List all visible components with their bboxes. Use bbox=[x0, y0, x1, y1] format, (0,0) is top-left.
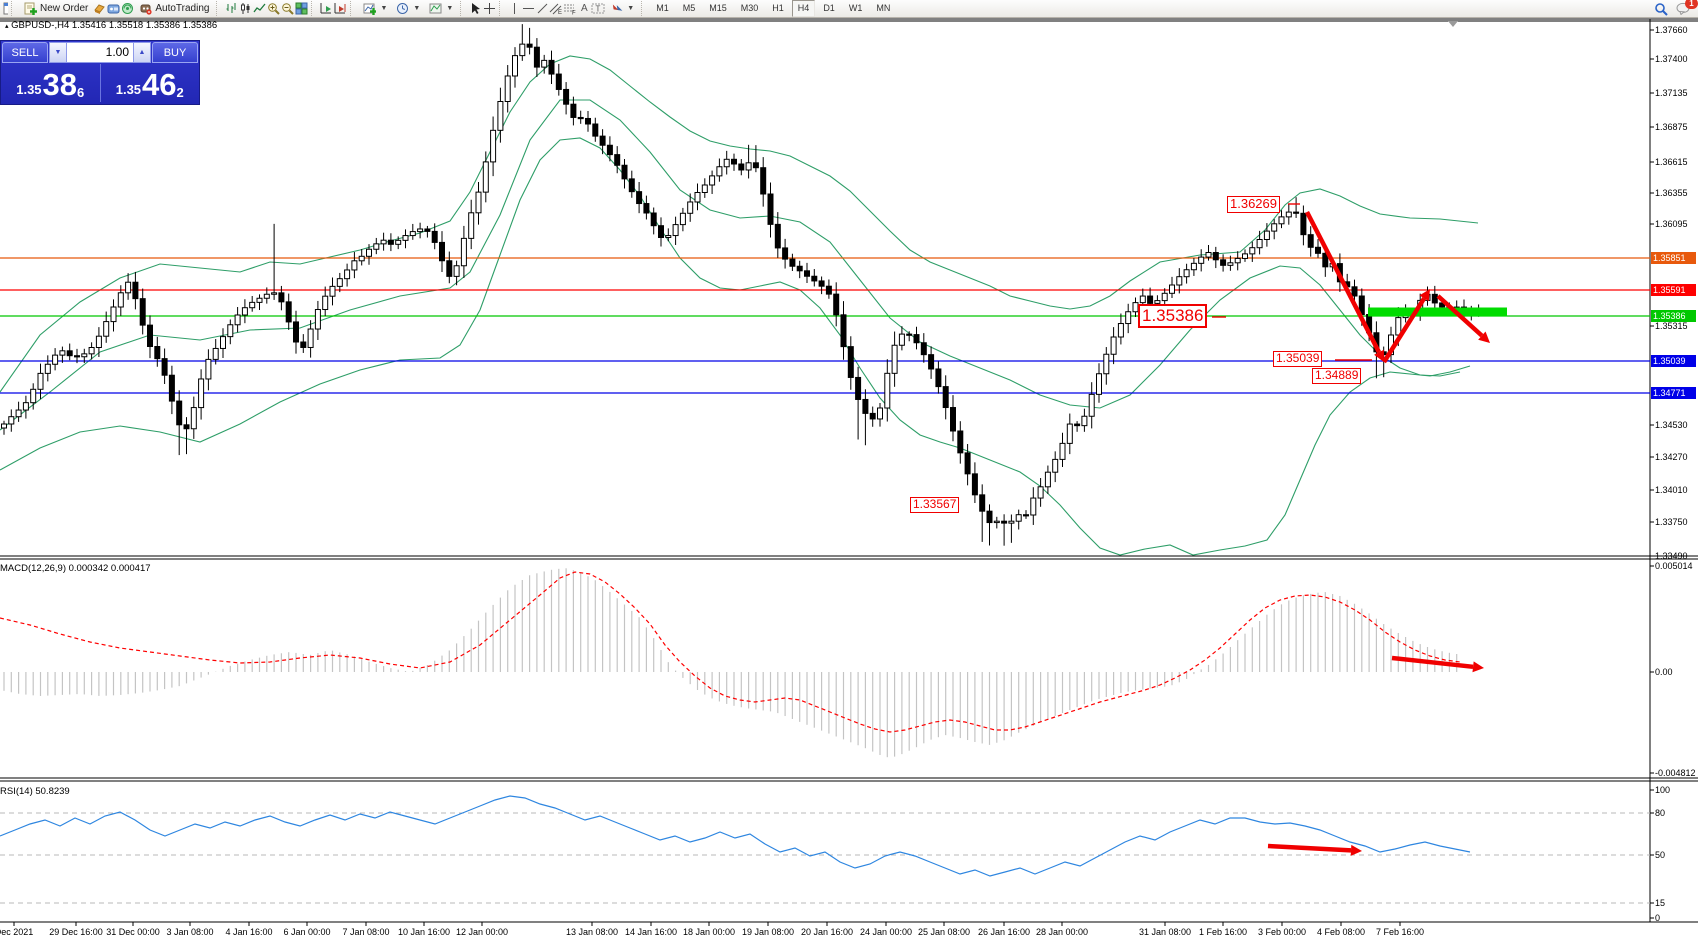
toolbar-separator bbox=[499, 1, 505, 16]
arrows-tool-button[interactable]: ▼ bbox=[605, 1, 638, 16]
dropdown-caret: ▼ bbox=[627, 5, 635, 12]
new-order-label: New Order bbox=[40, 3, 89, 14]
sell-price-big: 38 bbox=[42, 67, 78, 102]
text-label-icon[interactable]: T bbox=[591, 2, 605, 16]
toolbar-separator bbox=[460, 1, 466, 16]
toolbar-separator bbox=[350, 1, 356, 16]
toolbar-separator bbox=[311, 1, 317, 16]
cursor-icon[interactable] bbox=[468, 2, 482, 16]
price-callout-1-36269[interactable]: 1.36269 bbox=[1227, 196, 1280, 213]
search-icon[interactable] bbox=[1654, 2, 1668, 16]
timeframe-button-h1[interactable]: H1 bbox=[772, 3, 784, 13]
timeframe-button-m15[interactable]: M15 bbox=[709, 3, 727, 13]
market-icon[interactable] bbox=[106, 2, 120, 16]
periods-button[interactable]: ▼ bbox=[391, 1, 424, 16]
macd-indicator-label: MACD(12,26,9) 0.000342 0.000417 bbox=[0, 563, 151, 574]
sell-button[interactable]: SELL bbox=[2, 42, 48, 63]
new-order-icon bbox=[23, 2, 37, 16]
rsi-indicator-label: RSI(14) 50.8239 bbox=[0, 786, 70, 797]
buy-price-sup: 2 bbox=[176, 85, 184, 100]
chart-shift-icon[interactable] bbox=[333, 2, 347, 16]
candlestick-icon[interactable] bbox=[238, 2, 252, 16]
new-chart-icon[interactable] bbox=[0, 2, 8, 16]
dropdown-caret: ▼ bbox=[380, 5, 388, 12]
buy-price-small: 1.35 bbox=[115, 82, 142, 97]
metaeditor-icon[interactable] bbox=[92, 2, 106, 16]
timeframe-button-m5[interactable]: M5 bbox=[682, 3, 696, 13]
vertical-line-icon[interactable] bbox=[507, 2, 521, 16]
timeframe-button-m1[interactable]: M1 bbox=[656, 3, 669, 13]
template-icon bbox=[428, 2, 442, 16]
sell-price-sup: 6 bbox=[77, 85, 85, 100]
fibonacci-icon[interactable]: F bbox=[563, 2, 577, 16]
price-callout-1-34889[interactable]: 1.34889 bbox=[1312, 368, 1362, 384]
trendline-icon[interactable] bbox=[535, 2, 549, 16]
svg-text:F: F bbox=[572, 11, 576, 16]
bar-chart-icon[interactable] bbox=[224, 2, 238, 16]
main-toolbar: New Order AutoTrading bbox=[0, 0, 1698, 18]
tile-windows-icon[interactable] bbox=[294, 2, 308, 16]
volume-decrease-button[interactable]: ▼ bbox=[49, 42, 67, 63]
indicators-button[interactable]: ▼ bbox=[358, 1, 391, 16]
horizontal-line-icon[interactable] bbox=[521, 2, 535, 16]
sell-price-small: 1.35 bbox=[16, 82, 42, 97]
templates-button[interactable]: ▼ bbox=[424, 1, 457, 16]
timeframe-button-m30[interactable]: M30 bbox=[740, 3, 759, 13]
timeframe-button-w1[interactable]: W1 bbox=[848, 3, 863, 13]
sell-price[interactable]: 1.35 38 6 bbox=[1, 64, 101, 102]
volume-input[interactable]: 1.00 bbox=[67, 42, 133, 63]
symbol-ohlc-header: ▴ GBPUSD-,H4 1.35416 1.35518 1.35386 1.3… bbox=[5, 20, 217, 31]
one-click-trading-panel: SELL ▼ 1.00 ▲ BUY 1.35 38 6 1.35 46 2 bbox=[0, 40, 200, 105]
buy-price[interactable]: 1.35 46 2 bbox=[101, 64, 200, 102]
crosshair-icon[interactable] bbox=[482, 2, 496, 16]
equidistant-channel-icon[interactable]: E bbox=[549, 2, 563, 16]
price-callout-1-35039[interactable]: 1.35039 bbox=[1273, 351, 1323, 367]
dropdown-caret: ▼ bbox=[413, 5, 421, 12]
line-chart-icon[interactable] bbox=[252, 2, 266, 16]
timeframe-button-h4[interactable]: H4 bbox=[791, 0, 816, 17]
autotrading-button[interactable]: AutoTrading bbox=[134, 1, 213, 16]
signals-icon[interactable] bbox=[120, 2, 134, 16]
price-callout-1-35386[interactable]: 1.35386 bbox=[1138, 304, 1208, 328]
indicators-icon bbox=[362, 2, 376, 16]
svg-text:E: E bbox=[558, 10, 562, 15]
symbol-ohlc-text: GBPUSD-,H4 1.35416 1.35518 1.35386 1.353… bbox=[11, 20, 218, 31]
timeframe-button-d1[interactable]: D1 bbox=[823, 3, 835, 13]
text-icon[interactable]: A bbox=[580, 3, 588, 14]
toolbar-separator bbox=[11, 1, 17, 16]
zoom-in-icon[interactable] bbox=[266, 2, 280, 16]
auto-scroll-icon[interactable] bbox=[319, 2, 333, 16]
autotrading-label: AutoTrading bbox=[155, 3, 210, 14]
buy-price-big: 46 bbox=[142, 67, 177, 102]
timeframe-toolbar: M1 M5 M15 M30 H1 H4 D1 W1 MN bbox=[649, 0, 897, 17]
volume-increase-button[interactable]: ▲ bbox=[133, 42, 151, 63]
notifications-icon[interactable]: 1 bbox=[1674, 0, 1698, 16]
toolbar-separator bbox=[216, 1, 222, 16]
clock-icon bbox=[395, 2, 409, 16]
zoom-out-icon[interactable] bbox=[280, 2, 294, 16]
buy-button[interactable]: BUY bbox=[152, 42, 198, 63]
notification-badge: 1 bbox=[1685, 0, 1698, 9]
timeframe-button-mn[interactable]: MN bbox=[876, 3, 891, 13]
svg-text:T: T bbox=[596, 5, 601, 14]
toolbar-separator bbox=[641, 1, 647, 16]
candle-mini-icon: ▴ bbox=[5, 23, 9, 30]
arrows-tool-icon bbox=[609, 2, 623, 16]
price-callout-1-33567[interactable]: 1.33567 bbox=[910, 497, 960, 513]
autotrading-icon bbox=[138, 2, 152, 16]
new-order-button[interactable]: New Order bbox=[19, 1, 92, 16]
dropdown-caret: ▼ bbox=[446, 5, 454, 12]
